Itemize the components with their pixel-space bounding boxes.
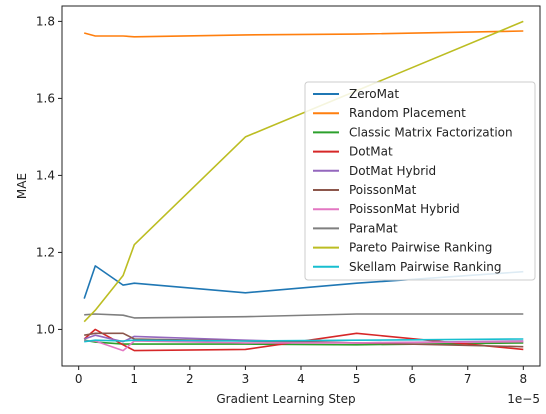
legend-label: Classic Matrix Factorization <box>349 125 513 139</box>
legend-label: DotMat <box>349 145 393 159</box>
y-tick-label: 1.6 <box>36 91 55 105</box>
legend-label: Random Placement <box>349 106 466 120</box>
y-tick-label: 1.8 <box>36 14 55 28</box>
x-tick-label: 4 <box>297 372 305 386</box>
legend-label: ParaMat <box>349 221 398 235</box>
y-tick-label: 1.4 <box>36 168 55 182</box>
x-tick-label: 2 <box>186 372 194 386</box>
legend-label: ZeroMat <box>349 87 399 101</box>
series-line-random-placement <box>84 31 523 37</box>
legend-label: PoissonMat <box>349 183 417 197</box>
legend-label: DotMat Hybrid <box>349 164 436 178</box>
x-axis-label: Gradient Learning Step <box>216 392 355 406</box>
x-tick-label: 7 <box>464 372 472 386</box>
legend-label: Pareto Pairwise Ranking <box>349 241 492 255</box>
series-line-paramat <box>84 314 523 318</box>
legend-label: Skellam Pairwise Ranking <box>349 260 502 274</box>
legend-label: PoissonMat Hybrid <box>349 202 460 216</box>
x-tick-label: 0 <box>75 372 83 386</box>
x-tick-label: 5 <box>353 372 361 386</box>
x-tick-label: 8 <box>520 372 528 386</box>
y-tick-label: 1.0 <box>36 322 55 336</box>
legend: ZeroMat Random Placement Classic Matrix Fa… <box>305 82 535 280</box>
y-axis-label: MAE <box>15 173 29 199</box>
x-scale-offset-label: 1e−5 <box>507 392 540 406</box>
x-tick-label: 3 <box>242 372 250 386</box>
x-tick-label: 1 <box>130 372 138 386</box>
y-tick-label: 1.2 <box>36 245 55 259</box>
x-tick-label: 6 <box>408 372 416 386</box>
